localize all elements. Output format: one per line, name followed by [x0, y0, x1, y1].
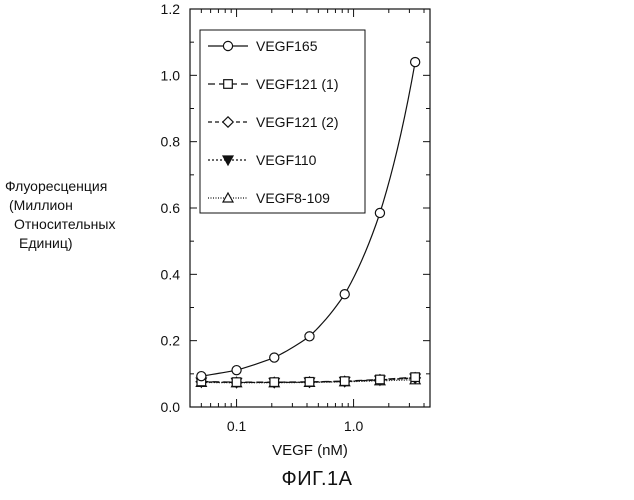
legend-entry: VEGF121 (2): [208, 114, 338, 130]
data-point-circle: [375, 208, 384, 217]
y-tick-label: 0.4: [161, 266, 181, 282]
data-point-circle: [305, 332, 314, 341]
y-tick-label: 0.8: [161, 134, 181, 150]
legend-label: VEGF121 (1): [256, 76, 338, 92]
y-axis-label-line: Флуоресценция: [5, 178, 107, 195]
y-axis-label-line: (Миллион: [9, 197, 73, 214]
y-tick-label: 0.2: [161, 333, 181, 349]
data-point-square: [270, 378, 279, 387]
data-point-circle: [197, 372, 206, 381]
data-point-circle: [232, 366, 241, 375]
legend-label: VEGF8-109: [256, 190, 330, 206]
data-point-square: [340, 377, 349, 386]
legend-label: VEGF165: [256, 38, 318, 54]
legend: VEGF165 VEGF121 (1) VEGF121 (2) VEGF110 VEGF…: [200, 30, 365, 213]
data-point-square: [376, 375, 385, 384]
data-point-circle: [411, 57, 420, 66]
data-point-square: [232, 378, 241, 387]
y-tick-label: 0.6: [161, 200, 181, 216]
y-tick-label: 1.2: [161, 1, 181, 17]
y-axis-label-line: Единиц): [19, 235, 73, 252]
legend-label: VEGF110: [256, 152, 317, 168]
y-tick-label: 0.0: [161, 399, 181, 415]
y-axis-label-line: Относительных: [14, 216, 115, 233]
legend-label: VEGF121 (2): [256, 114, 338, 130]
data-point-circle: [223, 41, 232, 50]
data-point-circle: [340, 290, 349, 299]
x-tick-label: 0.1: [227, 418, 247, 434]
figure-caption: ФИГ.1А: [0, 468, 634, 491]
x-axis-label: VEGF (nM): [272, 442, 348, 459]
y-tick-label: 1.0: [161, 67, 181, 83]
data-point-circle: [270, 353, 279, 362]
data-point-square: [411, 373, 420, 382]
x-tick-label: 1.0: [344, 418, 364, 434]
data-point-square: [224, 80, 233, 89]
data-point-square: [305, 377, 314, 386]
